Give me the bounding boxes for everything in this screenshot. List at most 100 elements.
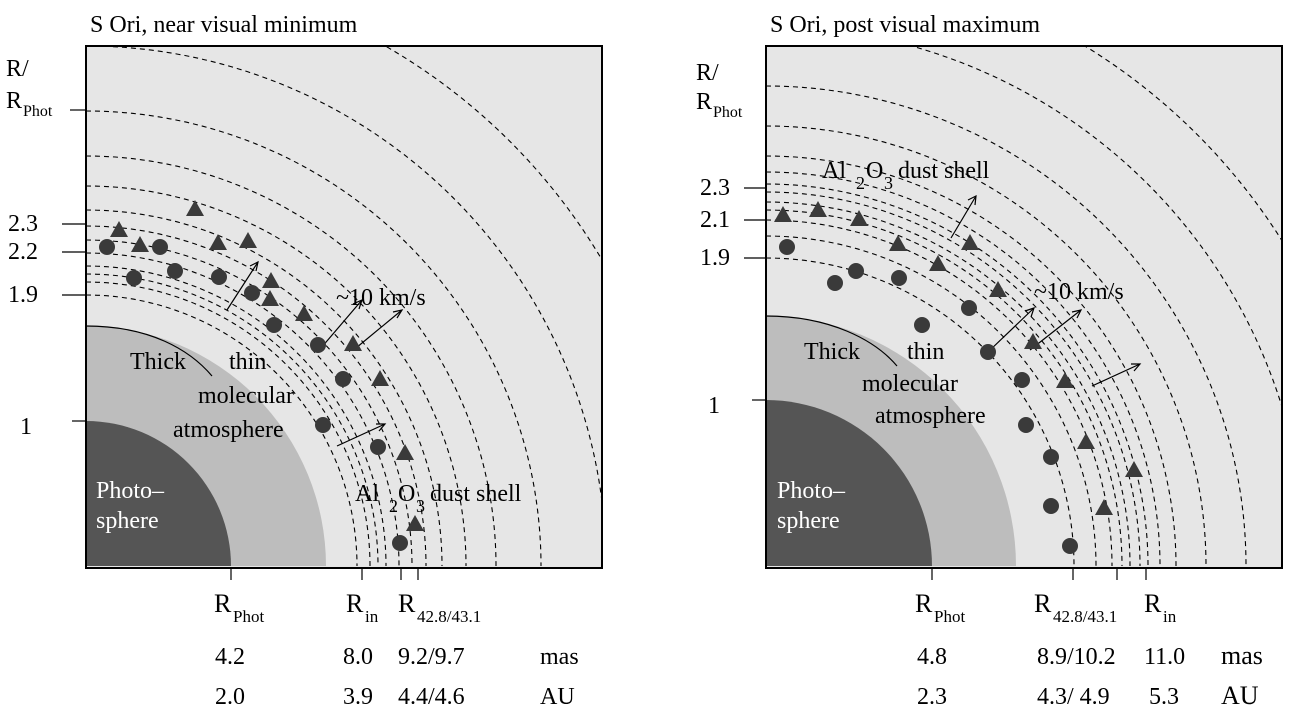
maser-spot-triangle	[295, 305, 313, 321]
svg-text:11.0: 11.0	[1144, 644, 1185, 670]
maser-spot-circle	[335, 371, 351, 387]
svg-text:mas: mas	[540, 644, 579, 670]
maser-spot-triangle	[989, 281, 1007, 297]
svg-text:O: O	[398, 481, 415, 507]
svg-text:2.3: 2.3	[917, 684, 947, 710]
svg-text:2: 2	[856, 173, 865, 193]
svg-text:R: R	[346, 589, 364, 618]
left-ylabel-r: R	[6, 88, 22, 114]
right-atmosphere-label: atmosphere	[875, 403, 986, 429]
svg-text:2: 2	[389, 496, 398, 516]
maser-spot-circle	[848, 263, 864, 279]
left-title: S Ori, near visual minimum	[90, 12, 358, 38]
svg-text:in: in	[1163, 607, 1177, 626]
left-photosphere-label-2: sphere	[96, 508, 159, 534]
svg-text:8.9/10.2: 8.9/10.2	[1037, 644, 1116, 670]
svg-text:O: O	[866, 158, 883, 184]
maser-spot-circle	[99, 239, 115, 255]
svg-text:R: R	[398, 589, 416, 618]
maser-spot-circle	[211, 269, 227, 285]
right-thick-label: Thick	[804, 339, 860, 365]
left-velocity-label: ~10 km/s	[336, 285, 426, 311]
right-velocity-label: ~10 km/s	[1034, 279, 1124, 305]
svg-text:R: R	[1144, 589, 1162, 618]
maser-spot-triangle	[396, 444, 414, 460]
right-xaxis: R Phot R 42.8/43.1 R in 4.8 8.9/10.2 11.…	[915, 568, 1263, 710]
svg-text:mas: mas	[1221, 641, 1263, 670]
maser-spot-circle	[126, 270, 142, 286]
left-ylabel-sub: Phot	[23, 103, 53, 120]
maser-spot-triangle	[929, 255, 947, 271]
maser-spot-circle	[370, 439, 386, 455]
shell-contour	[766, 125, 1207, 567]
svg-text:4.4/4.6: 4.4/4.6	[398, 684, 465, 710]
right-thick-thin-boundary	[766, 315, 898, 367]
maser-spot-triangle	[1095, 499, 1113, 515]
left-panel: S Ori, near visual minimum Phot	[6, 12, 603, 710]
svg-text:2.1: 2.1	[700, 207, 730, 233]
svg-text:dust shell: dust shell	[430, 481, 522, 507]
maser-spot-circle	[980, 344, 996, 360]
shell-contour	[86, 46, 602, 507]
svg-text:R: R	[214, 589, 232, 618]
maser-spot-circle	[1062, 538, 1078, 554]
svg-text:AU: AU	[540, 684, 575, 710]
maser-spot-circle	[1043, 449, 1059, 465]
shell-contour	[909, 46, 1282, 409]
svg-text:1: 1	[708, 393, 720, 419]
maser-spot-triangle	[406, 515, 424, 531]
maser-spot-triangle	[186, 200, 204, 216]
left-dust-shell-label: Al 2 O 3 dust shell	[355, 481, 522, 516]
maser-spot-triangle	[371, 370, 389, 386]
maser-spot-circle	[961, 300, 977, 316]
left-thick-thin-boundary	[86, 325, 213, 377]
maser-spot-triangle	[809, 201, 827, 217]
maser-spot-triangle	[344, 335, 362, 351]
maser-spot-triangle	[1024, 333, 1042, 349]
left-maser-spots	[99, 200, 424, 551]
svg-text:1.9: 1.9	[8, 282, 38, 308]
maser-spot-triangle	[774, 206, 792, 222]
maser-spot-circle	[779, 239, 795, 255]
right-ylabel: R/	[696, 60, 719, 86]
right-thin-label: thin	[907, 339, 944, 365]
left-thick-label: Thick	[130, 349, 186, 375]
maser-spot-triangle	[262, 272, 280, 288]
maser-spot-circle	[1014, 372, 1030, 388]
svg-text:2.3: 2.3	[8, 211, 38, 237]
svg-text:Phot: Phot	[934, 607, 965, 626]
maser-spot-circle	[266, 317, 282, 333]
shell-contour	[86, 273, 379, 567]
left-photosphere	[86, 421, 231, 566]
maser-spot-triangle	[961, 234, 979, 250]
maser-spot-triangle	[209, 234, 227, 250]
maser-spot-triangle	[889, 235, 907, 251]
right-ylabel-sub: Phot	[713, 104, 743, 121]
maser-spot-triangle	[1125, 461, 1143, 477]
right-title: S Ori, post visual maximum	[770, 12, 1040, 38]
shell-contour	[766, 171, 1161, 567]
maser-spot-circle	[152, 239, 168, 255]
svg-text:in: in	[365, 607, 379, 626]
maser-spot-triangle	[1056, 372, 1074, 388]
maser-spot-circle	[315, 417, 331, 433]
svg-text:42.8/43.1: 42.8/43.1	[417, 607, 481, 626]
svg-text:Al: Al	[355, 481, 379, 507]
svg-text:R: R	[915, 589, 933, 618]
svg-text:Al: Al	[822, 158, 846, 184]
shell-contour	[86, 265, 387, 567]
maser-spot-circle	[914, 317, 930, 333]
shell-contour	[766, 209, 1123, 567]
left-yticks: 2.3 2.2 1.9 1	[8, 211, 86, 440]
maser-spot-circle	[891, 270, 907, 286]
right-panel: S Ori, post visual maximum Photo– sphere…	[696, 12, 1283, 710]
maser-spot-triangle	[1077, 433, 1095, 449]
right-yticks: 2.3 2.1 1.9 1	[700, 175, 766, 419]
shell-contour	[1083, 46, 1282, 242]
right-photosphere	[766, 400, 932, 566]
shell-contour	[86, 281, 371, 567]
left-plot-frame	[85, 45, 603, 569]
svg-text:3.9: 3.9	[343, 684, 373, 710]
shell-contour	[766, 235, 1097, 567]
